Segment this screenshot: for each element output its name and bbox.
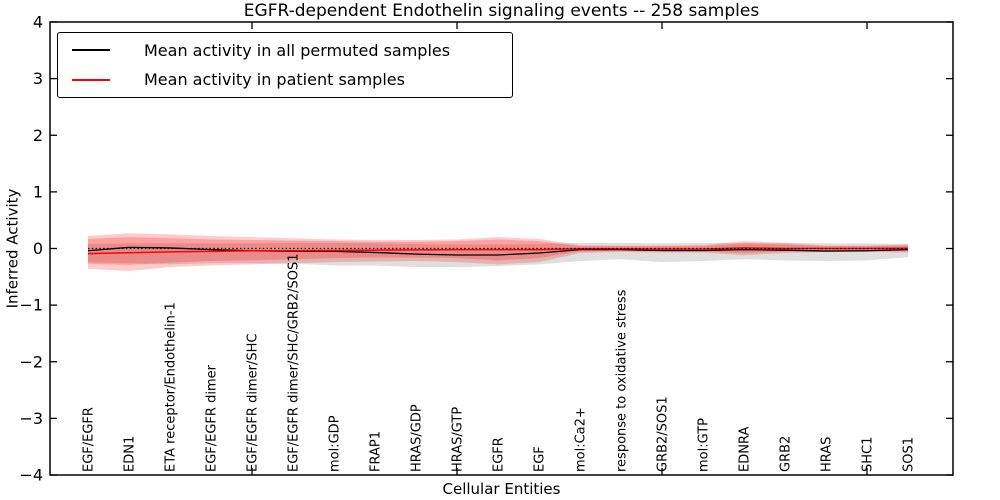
x-category-label: HRAS/GTP [451,407,466,472]
x-category-label: SHC1 [861,437,876,472]
y-tick-label: −3 [19,409,43,428]
x-category-label: ETA receptor/Endothelin-1 [164,302,179,472]
y-tick-label: −2 [19,352,43,371]
band-patient-samples-range-inner [88,237,908,265]
permuted-line-swatch [72,49,110,52]
y-tick-label: −1 [19,296,43,315]
y-tick-label: 0 [33,239,43,258]
x-category-label: mol:GDP [328,415,343,472]
permuted-mean-line [87,246,909,256]
x-category-label: SOS1 [902,437,917,472]
x-category-label: EGF/EGFR [82,407,97,472]
x-category-label: EGFR [492,437,507,472]
y-tick-label: 2 [33,126,43,145]
x-category-label: GRB2 [779,436,794,472]
patient-line-swatch [72,78,110,81]
legend-entry-permuted: Mean activity in all permuted samples [58,36,512,64]
x-category-label: HRAS/GDP [410,404,425,472]
x-axis-label: Cellular Entities [442,480,561,498]
legend-box: Mean activity in all permuted samples Me… [57,32,513,98]
patient-mean-line [87,247,909,255]
legend-label-patient: Mean activity in patient samples [144,70,405,90]
x-category-label: EGF/EGFR dimer [205,364,220,472]
x-category-label: HRAS [820,437,835,472]
x-category-label: mol:GTP [697,418,712,472]
y-tick-label: 1 [33,182,43,201]
x-category-label: EGF [533,446,548,472]
x-category-label: mol:Ca2+ [574,407,589,472]
x-category-label: EDNRA [738,427,753,472]
x-category-label: FRAP1 [369,431,384,472]
x-category-label: response to oxidative stress [615,289,630,472]
band-patient-samples-range-outer [88,233,908,272]
legend-label-permuted: Mean activity in all permuted samples [144,40,451,60]
x-category-label: EGF/EGFR dimer/SHC [246,334,261,472]
y-tick-label: 4 [33,13,43,32]
x-category-label: GRB2/SOS1 [656,396,671,472]
y-tick-label: −4 [19,466,43,485]
chart-title: EGFR-dependent Endothelin signaling even… [243,1,760,21]
x-category-label: EGF/EGFR dimer/SHC/GRB2/SOS1 [287,254,302,473]
x-category-label: EDN1 [123,436,138,472]
y-axis-label: Inferred Activity [3,188,22,309]
legend-entry-patient: Mean activity in patient samples [58,66,512,94]
y-tick-label: 3 [33,69,43,88]
